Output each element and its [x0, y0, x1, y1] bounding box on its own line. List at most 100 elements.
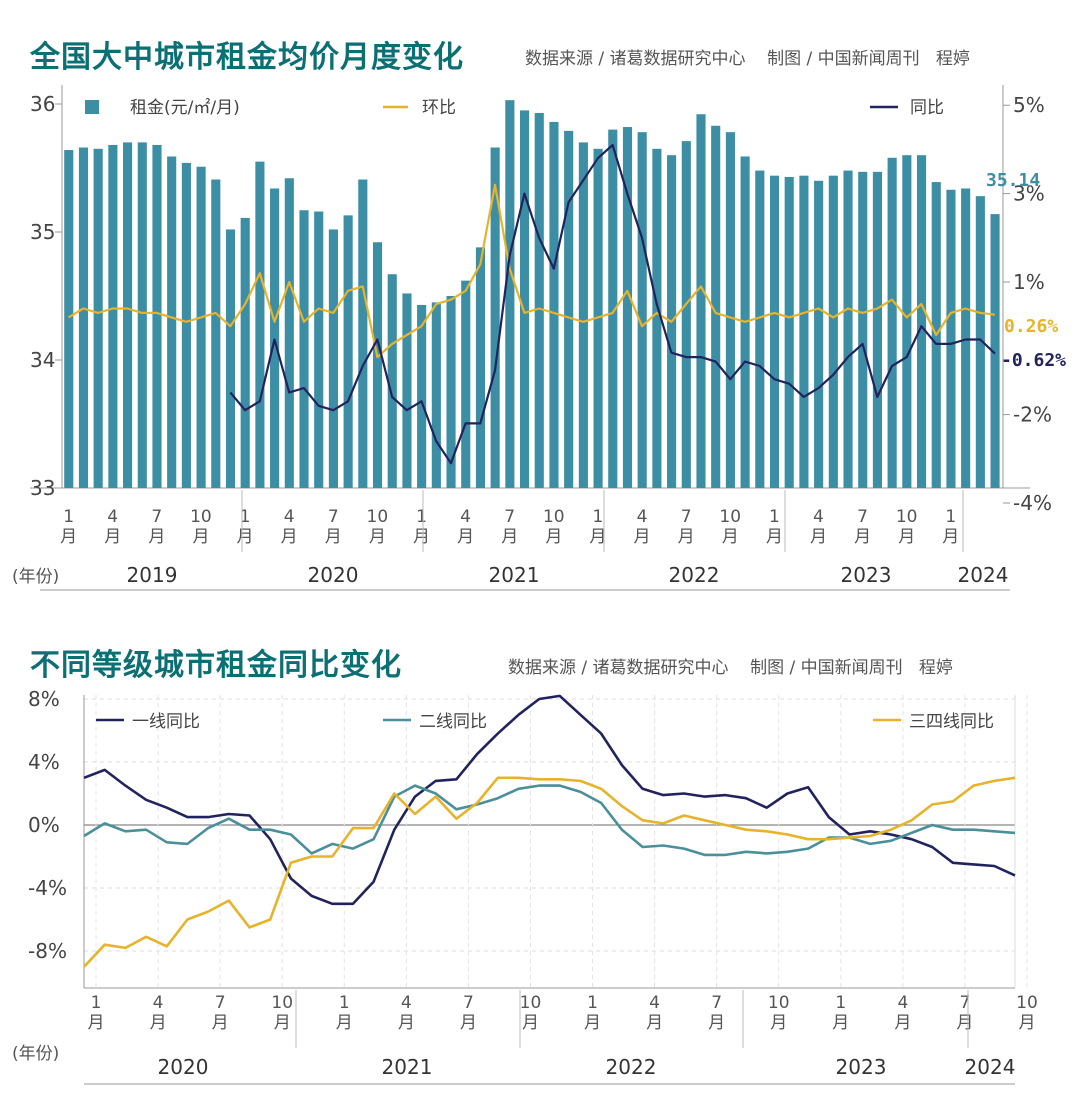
month-tick-label: 月: [457, 527, 474, 547]
month-tick-label: 10: [896, 507, 918, 527]
series-line-0: [83, 694, 1016, 906]
left-tick-label: 34: [30, 348, 55, 372]
year-label: 2020: [158, 1055, 209, 1079]
month-tick-label: 月: [60, 527, 77, 547]
rent-bar: [799, 175, 809, 488]
rent-bar: [975, 196, 985, 488]
rent-bar: [858, 171, 868, 488]
rent-bar: [328, 229, 338, 488]
rent-bar: [902, 155, 912, 488]
month-tick-label: 1: [339, 993, 350, 1013]
month-tick-label: 月: [810, 527, 827, 547]
yoy-end-label: -0.62%: [1001, 350, 1066, 371]
month-tick-label: 1: [835, 993, 846, 1013]
mom-line: [68, 183, 996, 359]
month-tick-label: 月: [148, 527, 165, 547]
rent-bar: [534, 112, 544, 489]
rent-bar: [343, 215, 353, 489]
rent-bar: [314, 211, 324, 488]
year-label: 2023: [836, 1055, 887, 1079]
month-tick-label: 月: [274, 1013, 291, 1033]
year-label: 2022: [606, 1055, 657, 1079]
rent-bar: [270, 188, 280, 489]
rent-bar: [167, 156, 177, 489]
rent-bar: [828, 175, 838, 488]
rent-bar: [475, 247, 486, 488]
month-tick-label: 月: [770, 1013, 787, 1033]
rent-bar: [372, 242, 383, 488]
rent-bar: [240, 217, 250, 489]
month-tick-label: 1: [416, 507, 427, 527]
year-axis-label: (年份): [12, 1044, 59, 1064]
month-tick-label: 1: [945, 507, 956, 527]
month-tick-label: 7: [711, 993, 722, 1013]
month-tick-label: 4: [649, 993, 660, 1013]
rent-bar: [696, 114, 706, 489]
month-tick-label: 月: [336, 1013, 353, 1033]
month-tick-label: 月: [646, 1013, 663, 1033]
rent-bar: [137, 142, 147, 488]
month-tick-label: 7: [463, 993, 474, 1013]
month-tick-label: 月: [589, 527, 606, 547]
rent-bar: [755, 170, 765, 488]
legend-label-1: 二线同比: [419, 712, 487, 732]
rent-bar: [843, 170, 853, 488]
rent-bar: [637, 132, 647, 488]
year-label: 2024: [958, 563, 1009, 587]
y-tick-label: -4%: [28, 876, 67, 900]
right-tick-label: -4%: [1013, 491, 1052, 515]
rent-bar: [784, 176, 794, 488]
rent-bar: [108, 144, 118, 488]
month-tick-label: 月: [281, 527, 298, 547]
mom-end-label: 0.26%: [1004, 316, 1058, 337]
month-tick-label: 月: [192, 527, 209, 547]
month-tick-label: 月: [722, 527, 739, 547]
right-tick-label: 3%: [1013, 182, 1045, 206]
month-tick-label: 1: [593, 507, 604, 527]
rent-bar: [872, 171, 882, 488]
month-tick-label: 7: [151, 507, 162, 527]
month-tick-label: 1: [240, 507, 251, 527]
month-tick-label: 月: [854, 527, 871, 547]
month-tick-label: 月: [1019, 1013, 1036, 1033]
month-tick-label: 7: [215, 993, 226, 1013]
series-line-2: [83, 776, 1016, 968]
month-tick-label: 7: [960, 993, 971, 1013]
month-tick-label: 4: [284, 507, 295, 527]
month-tick-label: 月: [150, 1013, 167, 1033]
rent-bar: [446, 296, 456, 488]
last-rent-label: 35.14: [986, 170, 1040, 191]
rent-bar: [402, 293, 412, 488]
month-tick-label: 月: [708, 1013, 725, 1033]
rent-bar: [181, 162, 191, 488]
month-tick-label: 月: [634, 527, 651, 547]
rent-bar: [681, 141, 691, 488]
rent-bar: [152, 144, 162, 488]
month-tick-label: 月: [584, 1013, 601, 1033]
rent-bar: [461, 280, 471, 488]
rent-bar: [93, 148, 103, 489]
month-tick-label: 月: [325, 527, 342, 547]
month-tick-label: 10: [271, 993, 293, 1013]
month-tick-label: 月: [898, 527, 915, 547]
year-label: 2021: [489, 563, 540, 587]
year-label: 2022: [669, 563, 720, 587]
rent-chart: 36 35 34 33 5% 3% 1% -2% -4% 租金(元/㎡/月) 环比 同比 35.14 0.…: [12, 85, 1066, 591]
month-tick-label: 月: [212, 1013, 229, 1033]
month-tick-label: 月: [545, 527, 562, 547]
month-tick-label: 7: [504, 507, 515, 527]
rent-bar: [622, 127, 633, 488]
month-tick-label: 月: [832, 1013, 849, 1033]
rent-bar: [490, 147, 500, 488]
rent-bar: [564, 130, 574, 488]
rent-bar: [123, 142, 133, 488]
rent-bar: [417, 304, 427, 488]
month-tick-label: 1: [91, 993, 102, 1013]
right-tick-label: 5%: [1013, 93, 1045, 117]
month-tick-label: 4: [897, 993, 908, 1013]
rent-bar: [608, 129, 618, 488]
left-tick-label: 33: [30, 476, 55, 500]
month-tick-label: 月: [678, 527, 695, 547]
right-tick-label: 1%: [1013, 270, 1045, 294]
